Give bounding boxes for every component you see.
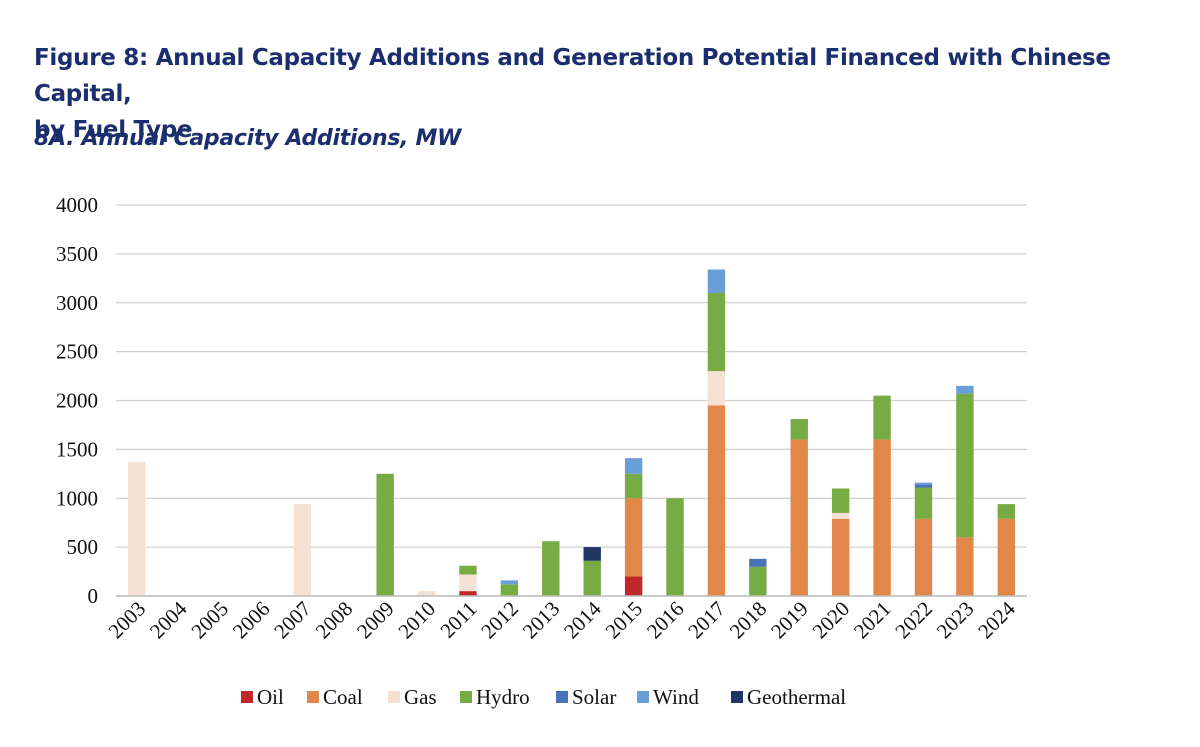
x-tick-label: 2005 xyxy=(186,597,233,644)
chart-subtitle: 8A. Annual Capacity Additions, MW xyxy=(34,126,462,151)
bar-2017-gas xyxy=(707,371,726,406)
bar-2021-coal xyxy=(873,439,891,596)
x-tick-label: 2021 xyxy=(849,597,896,644)
x-tick-label: 2018 xyxy=(725,597,772,644)
x-tick-label: 2010 xyxy=(393,597,440,644)
x-tick-label: 2022 xyxy=(890,597,937,644)
bar-2020-hydro xyxy=(831,488,850,513)
bar-2024-coal xyxy=(997,518,1015,596)
bar-2009-hydro xyxy=(376,473,394,596)
legend-swatch-wind xyxy=(637,691,649,703)
bar-2017-coal xyxy=(707,405,726,596)
bar-2023-coal xyxy=(956,537,974,596)
y-tick-label: 3000 xyxy=(56,291,98,315)
x-tick-label: 2024 xyxy=(973,596,1020,643)
y-tick-label: 1000 xyxy=(56,486,98,510)
y-tick-label: 1500 xyxy=(56,437,98,461)
bar-2022-coal xyxy=(914,518,933,596)
bar-2011-gas xyxy=(459,574,477,592)
bar-2022-hydro xyxy=(914,487,933,519)
bar-2019-hydro xyxy=(790,419,808,440)
figure-title: Figure 8: Annual Capacity Additions and … xyxy=(34,40,1134,148)
bar-2022-wind xyxy=(914,482,933,485)
x-tick-label: 2019 xyxy=(766,597,813,644)
x-tick-label: 2003 xyxy=(104,597,151,644)
y-axis: 0 500 1000 1500 2000 2500 3000 3500 4000 xyxy=(56,193,98,608)
bar-2015-hydro xyxy=(624,473,643,499)
legend: Oil Coal Gas Hydro Solar Wind Geothermal xyxy=(241,685,846,709)
y-tick-label: 2500 xyxy=(56,340,98,364)
bar-2015-wind xyxy=(624,458,643,474)
x-tick-label: 2020 xyxy=(808,597,855,644)
x-tick-label: 2017 xyxy=(683,597,730,644)
x-tick-label: 2008 xyxy=(311,597,358,644)
bar-2021-hydro xyxy=(873,395,891,440)
legend-swatch-gas xyxy=(388,691,400,703)
bar-2010-gas xyxy=(417,591,436,596)
x-tick-label: 2014 xyxy=(559,596,606,643)
bar-2020-gas xyxy=(831,512,850,519)
legend-swatch-geothermal xyxy=(731,691,743,703)
bar-2015-oil xyxy=(624,576,643,596)
y-tick-label: 500 xyxy=(67,535,99,559)
legend-label-solar: Solar xyxy=(572,685,616,709)
legend-label-oil: Oil xyxy=(257,685,284,709)
bar-2007-gas xyxy=(293,504,312,596)
bars xyxy=(128,269,1015,596)
x-tick-label: 2007 xyxy=(269,597,316,644)
x-tick-label: 2016 xyxy=(642,597,689,644)
y-tick-label: 2000 xyxy=(56,389,98,413)
x-tick-label: 2011 xyxy=(435,597,481,643)
legend-label-coal: Coal xyxy=(323,685,363,709)
x-tick-label: 2015 xyxy=(600,597,647,644)
bar-2017-wind xyxy=(707,269,726,293)
x-axis: 2003200420052006200720082009201020112012… xyxy=(104,595,1027,644)
x-tick-label: 2009 xyxy=(352,597,399,644)
x-tick-label: 2006 xyxy=(228,597,275,644)
bar-2011-oil xyxy=(459,591,477,596)
x-tick-label: 2004 xyxy=(145,596,192,643)
bar-2024-hydro xyxy=(997,504,1015,519)
figure-title-line-2: by Fuel Type xyxy=(34,117,193,143)
legend-swatch-coal xyxy=(307,691,319,703)
bar-2018-hydro xyxy=(749,566,767,596)
legend-label-wind: Wind xyxy=(653,685,699,709)
bar-2012-hydro xyxy=(500,584,519,596)
legend-label-hydro: Hydro xyxy=(476,685,530,709)
legend-swatch-hydro xyxy=(460,691,472,703)
figure-title-line-1: Figure 8: Annual Capacity Additions and … xyxy=(34,45,1111,107)
x-tick-label: 2013 xyxy=(518,597,565,644)
bar-2016-hydro xyxy=(666,498,684,596)
bar-2003-gas xyxy=(128,462,146,596)
bar-2011-hydro xyxy=(459,565,477,575)
bar-2018-solar xyxy=(749,558,767,567)
y-tick-label: 3500 xyxy=(56,242,98,266)
bar-2012-wind xyxy=(500,580,519,585)
y-tick-label: 4000 xyxy=(56,193,98,217)
bar-2023-hydro xyxy=(956,393,974,538)
legend-label-geothermal: Geothermal xyxy=(747,685,846,709)
legend-label-gas: Gas xyxy=(404,685,437,709)
x-tick-label: 2023 xyxy=(932,597,979,644)
bar-2023-wind xyxy=(956,385,974,394)
bar-2019-coal xyxy=(790,439,808,596)
bar-2014-geothermal xyxy=(583,547,601,561)
bar-2013-hydro xyxy=(542,541,560,596)
bar-2015-coal xyxy=(624,498,643,577)
bar-2014-hydro xyxy=(583,560,601,596)
bar-2022-solar xyxy=(914,484,933,488)
x-tick-label: 2012 xyxy=(476,597,523,644)
legend-swatch-oil xyxy=(241,691,253,703)
bar-2020-coal xyxy=(831,518,850,596)
legend-swatch-solar xyxy=(556,691,568,703)
y-tick-label: 0 xyxy=(88,584,99,608)
bar-2017-hydro xyxy=(707,292,726,372)
